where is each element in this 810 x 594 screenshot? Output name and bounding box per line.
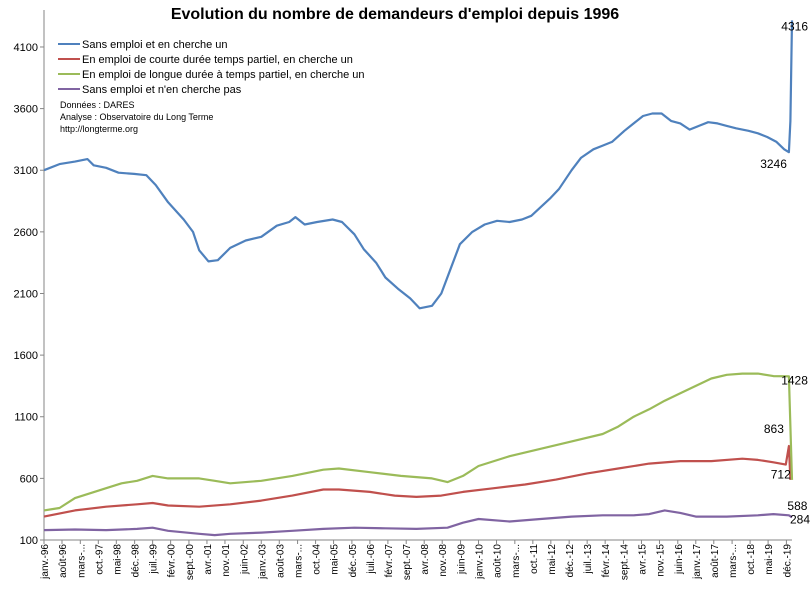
x-tick-label: juin-02 (239, 544, 250, 575)
x-tick-label: févr.-07 (384, 544, 395, 578)
y-tick-label: 2100 (14, 288, 38, 300)
y-tick-label: 600 (20, 473, 38, 485)
legend: Sans emploi et en cherche un En emploi de… (58, 39, 365, 96)
x-tick-label: mai-98 (112, 544, 123, 575)
y-tick-label: 1600 (14, 350, 38, 362)
x-tick-label: sept.-00 (185, 544, 196, 581)
x-tick-label: août-17 (710, 544, 721, 578)
x-tick-label: mars-... (76, 544, 87, 578)
x-tick-label: août-96 (58, 544, 69, 578)
x-tick-label: avr.-01 (203, 544, 214, 575)
x-tick-label: mai-05 (330, 544, 341, 575)
data-label: 3246 (760, 157, 787, 171)
x-tick-label: nov.-01 (221, 544, 232, 577)
data-label: 588 (787, 499, 807, 513)
legend-label: Sans emploi et en cherche un (82, 39, 228, 51)
y-tick-label: 1100 (14, 412, 38, 424)
x-tick-label: oct.-18 (746, 544, 757, 575)
x-tick-label: janv.-10 (475, 544, 486, 580)
y-tick-label: 2600 (14, 227, 38, 239)
x-tick-label: janv.-03 (257, 544, 268, 580)
series-line (43, 509, 793, 537)
x-tick-label: juin-16 (674, 544, 685, 575)
x-tick-label: juil.-13 (583, 544, 594, 575)
data-label: 863 (764, 422, 784, 436)
legend-label: Sans emploi et n'en cherche pas (82, 84, 242, 96)
x-tick-label: nov.-15 (655, 544, 666, 577)
data-label: 1428 (781, 373, 808, 387)
x-tick-label: mars-... (294, 544, 305, 578)
x-tick-label: août-03 (275, 544, 286, 578)
y-tick-label: 3600 (14, 104, 38, 116)
source-notes: Données : DARES Analyse : Observatoire d… (60, 100, 213, 134)
x-tick-label: août-10 (493, 544, 504, 578)
data-label: 4316 (781, 19, 808, 33)
x-tick-label: juil.-06 (366, 544, 377, 575)
y-tick-label: 3100 (14, 165, 38, 177)
x-tick-label: déc.-98 (131, 544, 142, 578)
x-tick-label: oct.-04 (312, 544, 323, 575)
x-tick-label: févr.-00 (167, 544, 178, 578)
y-tick-label: 100 (20, 535, 38, 547)
data-labels: 3246 4316 712 863 588 1428 284 (760, 19, 810, 526)
x-tick-label: mars-... (728, 544, 739, 578)
x-tick-label: juil.-99 (149, 544, 160, 575)
series-lines (43, 20, 794, 537)
series-line (43, 444, 792, 518)
x-tick-label: avr.-08 (420, 544, 431, 575)
x-tick-label: déc.-19 (782, 544, 793, 578)
x-tick-label: oct.-11 (529, 544, 540, 574)
axes: 100 600 1100 1600 2100 2600 3100 3600 4100 janv.-… (14, 10, 793, 581)
x-tick-label: mai-19 (764, 544, 775, 575)
x-tick-label: sept.-07 (402, 544, 413, 581)
x-tick-label: juin-09 (457, 544, 468, 575)
x-tick-label: janv.-17 (692, 544, 703, 580)
x-tick-label: déc.-05 (348, 544, 359, 578)
source-note: Données : DARES (60, 100, 135, 110)
x-tick-label: mai-12 (547, 544, 558, 575)
data-label: 712 (771, 468, 791, 482)
y-tick-label: 4100 (14, 42, 38, 54)
legend-label: En emploi de longue durée à temps partie… (82, 69, 365, 81)
series-line (43, 20, 794, 310)
x-tick-label: avr.-15 (637, 544, 648, 575)
legend-label: En emploi de courte durée temps partiel,… (82, 54, 353, 66)
x-tick-label: mars-... (511, 544, 522, 578)
x-tick-label: févr.-14 (601, 544, 612, 578)
source-note: http://longterme.org (60, 124, 138, 134)
data-label: 284 (790, 512, 810, 526)
source-note: Analyse : Observatoire du Long Terme (60, 112, 213, 122)
x-tick-label: nov.-08 (438, 544, 449, 577)
x-tick-label: déc.-12 (565, 544, 576, 578)
x-tick-label: oct.-97 (94, 544, 105, 575)
chart-title: Evolution du nombre de demandeurs d'empl… (171, 6, 619, 23)
series-line (43, 372, 794, 512)
x-tick-label: janv.-96 (40, 544, 51, 580)
x-tick-label: sept.-14 (619, 544, 630, 581)
